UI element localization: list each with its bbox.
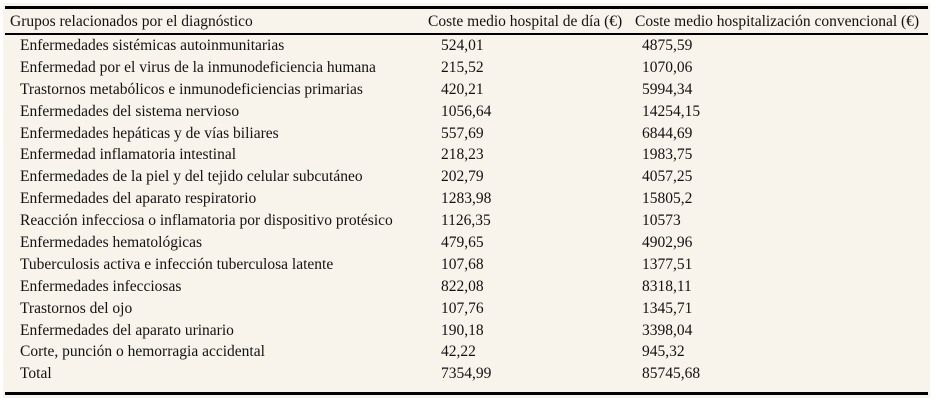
day-hospital-cost-cell: 479,65 [441,233,484,251]
table-body: Enfermedades sistémicas autoinmunitarias… [5,35,928,385]
diagnostic-group-cell: Trastornos del ojo [20,299,133,317]
diagnostic-group-cell: Enfermedad por el virus de la inmunodefi… [20,58,376,76]
diagnostic-group-cell: Enfermedades del sistema nervioso [20,102,240,120]
table-row: Tuberculosis activa e infección tubercul… [5,254,928,276]
table-row: Enfermedades infecciosas 822,08 8318,11 [5,276,928,298]
table-row: Trastornos del ojo 107,76 1345,71 [5,298,928,320]
day-hospital-cost-cell: 42,22 [441,343,476,361]
table-row: Enfermedades hepáticas y de vías biliare… [5,123,928,145]
diagnostic-group-cell: Enfermedades hematológicas [20,233,203,251]
table-header-row: Grupos relacionados por el diagnóstico C… [5,9,928,36]
day-hospital-cost-cell: 215,52 [441,58,484,76]
day-hospital-cost-cell: 1056,64 [441,102,492,120]
table-top-rule [5,6,928,9]
conventional-cost-cell: 4902,96 [642,233,693,251]
diagnostic-group-cell: Corte, punción o hemorragia accidental [20,343,265,361]
table-row-total: Total 7354,99 85745,68 [5,363,928,385]
diagnostic-cost-table: Grupos relacionados por el diagnóstico C… [5,9,928,386]
day-hospital-cost-cell: 218,23 [441,146,484,164]
day-hospital-cost-cell: 420,21 [441,80,484,98]
conventional-cost-cell: 1070,06 [642,58,693,76]
table-row: Enfermedades del aparato urinario 190,18 3… [5,320,928,342]
table-row: Enfermedad por el virus de la inmunodefi… [5,57,928,79]
diagnostic-group-cell: Enfermedades infecciosas [20,277,182,295]
diagnostic-group-cell: Enfermedades hepáticas y de vías biliare… [20,124,279,142]
conventional-cost-cell: 4875,59 [642,36,693,54]
table-row: Enfermedad inflamatoria intestinal 218,23… [5,144,928,166]
conventional-cost-cell: 945,32 [642,343,685,361]
conventional-cost-cell: 3398,04 [642,321,693,339]
table-row: Reacción infecciosa o inflamatoria por d… [5,210,928,232]
diagnostic-group-cell: Trastornos metabólicos e inmunodeficienc… [20,80,363,98]
diagnostic-group-cell: Enfermedades sistémicas autoinmunitarias [20,36,285,54]
day-hospital-cost-cell: 1126,35 [441,212,491,230]
day-hospital-cost-cell: 557,69 [441,124,484,142]
column-header-diagnostic-group: Grupos relacionados por el diagnóstico [10,12,253,30]
day-hospital-cost-cell: 107,76 [441,299,484,317]
day-hospital-cost-cell: 1283,98 [441,190,492,208]
conventional-cost-cell: 1377,51 [642,255,693,273]
table-background-panel [3,3,930,398]
table-row: Enfermedades sistémicas autoinmunitarias… [5,35,928,57]
diagnostic-group-cell: Tuberculosis activa e infección tubercul… [20,255,334,273]
conventional-cost-cell: 1983,75 [642,146,693,164]
column-header-day-hospital-cost: Coste medio hospital de día (€) [428,12,623,30]
conventional-cost-cell: 1345,71 [642,299,693,317]
table-header-rule [5,33,928,35]
diagnostic-group-cell: Enfermedades del aparato urinario [20,321,234,339]
table-row: Corte, punción o hemorragia accidental 42… [5,341,928,363]
conventional-cost-cell: 4057,25 [642,168,693,186]
day-hospital-cost-cell: 524,01 [441,36,484,54]
conventional-cost-cell: 8318,11 [642,277,692,295]
conventional-cost-cell: 85745,68 [642,365,701,383]
diagnostic-group-cell: Enfermedades de la piel y del tejido cel… [20,168,363,186]
table-row: Enfermedades de la piel y del tejido cel… [5,166,928,188]
conventional-cost-cell: 14254,15 [642,102,701,120]
conventional-cost-cell: 15805,2 [642,190,693,208]
column-header-conventional-hospitalization-cost: Coste medio hospitalización convencional… [635,12,920,30]
table-row: Enfermedades hematológicas 479,65 4902,96 [5,232,928,254]
table-row: Enfermedades del aparato respiratorio 128… [5,188,928,210]
conventional-cost-cell: 6844,69 [642,124,693,142]
day-hospital-cost-cell: 107,68 [441,255,484,273]
day-hospital-cost-cell: 190,18 [441,321,484,339]
diagnostic-group-cell: Total [20,365,52,383]
table-row: Trastornos metabólicos e inmunodeficienc… [5,79,928,101]
diagnostic-group-cell: Reacción infecciosa o inflamatoria por d… [20,212,393,230]
diagnostic-group-cell: Enfermedades del aparato respiratorio [20,190,257,208]
day-hospital-cost-cell: 822,08 [441,277,484,295]
day-hospital-cost-cell: 202,79 [441,168,484,186]
table-row: Enfermedades del sistema nervioso 1056,64… [5,101,928,123]
diagnostic-group-cell: Enfermedad inflamatoria intestinal [20,146,237,164]
day-hospital-cost-cell: 7354,99 [441,365,492,383]
conventional-cost-cell: 10573 [642,212,681,230]
conventional-cost-cell: 5994,34 [642,80,693,98]
table-bottom-rule [5,392,928,395]
